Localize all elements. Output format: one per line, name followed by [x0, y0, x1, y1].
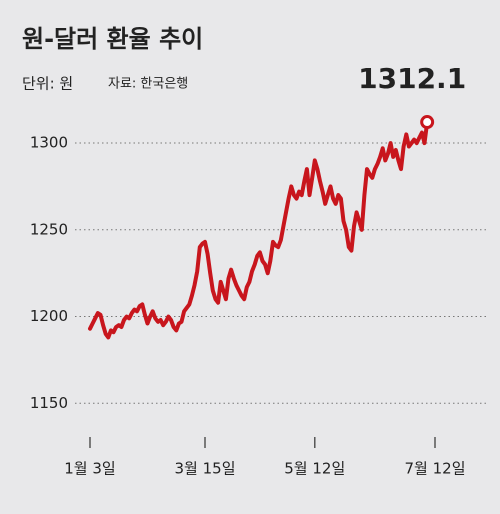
y-tick-label: 1200	[30, 307, 68, 325]
end-marker	[420, 115, 435, 130]
y-tick-label: 1250	[30, 220, 68, 238]
x-tick-label: 3월 15일	[175, 460, 236, 478]
x-tick-label: 1월 3일	[64, 460, 115, 478]
unit-label: 단위: 원	[22, 75, 73, 93]
x-tick-label: 7월 12일	[405, 460, 466, 478]
end-value-label: 1312.1	[358, 62, 466, 95]
y-tick-label: 1150	[30, 394, 68, 412]
line	[88, 120, 430, 340]
chart-title: 원-달러 환율 추이	[22, 25, 203, 53]
y-tick-label: 1300	[30, 134, 68, 152]
x-tick-label: 5월 12일	[284, 460, 345, 478]
source-label: 자료: 한국은행	[108, 76, 188, 92]
